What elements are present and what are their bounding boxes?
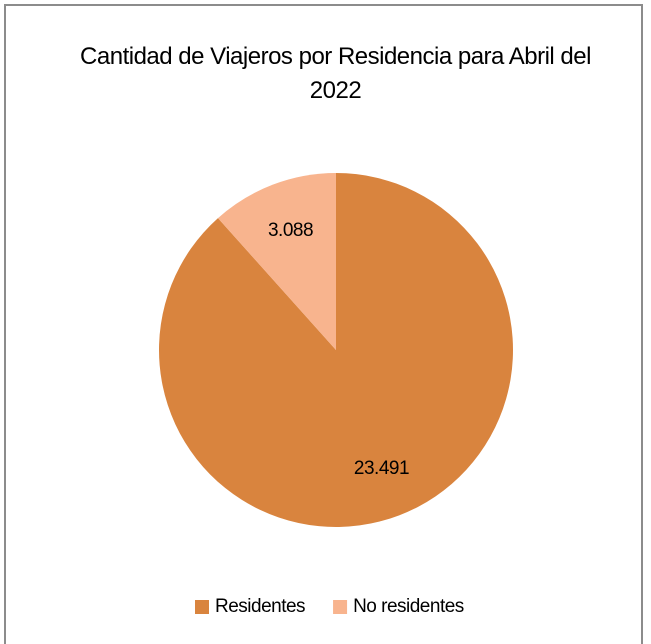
data-label: 3.088	[268, 220, 313, 241]
legend-label: No residentes	[353, 596, 464, 617]
legend-label: Residentes	[215, 596, 305, 617]
data-label: 23.491	[354, 458, 409, 479]
chart-frame	[4, 4, 643, 644]
legend-swatch	[333, 600, 348, 614]
pie-slice	[217, 173, 336, 350]
chart-title: Cantidad de Viajeros por Residencia para…	[80, 43, 591, 104]
legend-swatch	[195, 600, 209, 614]
